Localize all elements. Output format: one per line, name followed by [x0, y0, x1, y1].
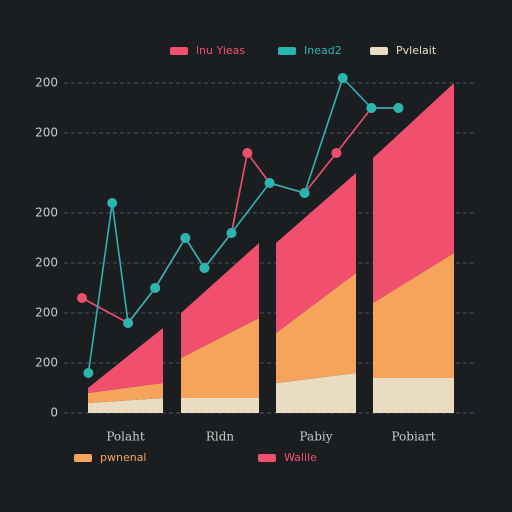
area-segment	[373, 253, 454, 378]
legend-label: Pvlelait	[396, 44, 437, 57]
area-segment	[88, 328, 163, 393]
y-tick-label: 200	[35, 356, 58, 370]
point	[150, 283, 161, 293]
area-segment	[88, 383, 163, 403]
y-tick-label: 200	[35, 76, 58, 90]
legend-swatch	[258, 454, 276, 462]
legend-swatch	[170, 47, 188, 55]
x-tick-label: Pabiy	[300, 430, 333, 444]
area-segment	[276, 173, 356, 333]
legend-swatch	[278, 47, 296, 55]
point	[83, 368, 94, 378]
point	[199, 263, 210, 273]
y-tick-label: 0	[50, 406, 58, 420]
x-tick-label: Pobiart	[391, 430, 435, 444]
x-tick-label: Rldn	[206, 430, 235, 444]
x-tick-label: Polaht	[106, 430, 145, 444]
point	[107, 198, 118, 208]
area-segment	[373, 83, 454, 303]
area-segment	[181, 398, 259, 413]
legend-label: lnu Yieas	[196, 44, 245, 57]
area-segment	[276, 373, 356, 413]
point	[337, 73, 348, 83]
legend-swatch	[74, 454, 92, 462]
legend-swatch	[370, 47, 388, 55]
area-segment	[181, 318, 259, 398]
point	[123, 318, 134, 328]
y-tick-label: 200	[35, 126, 58, 140]
line	[87, 76, 399, 374]
point	[299, 188, 310, 198]
y-tick-label: 200	[35, 306, 58, 320]
point	[180, 233, 191, 243]
point	[331, 148, 342, 158]
point	[393, 103, 404, 113]
point	[264, 178, 275, 188]
point	[366, 103, 377, 113]
legend-label: Walile	[284, 451, 317, 464]
y-tick-label: 200	[35, 256, 58, 270]
area-segment	[373, 378, 454, 413]
point	[77, 293, 87, 303]
area-segment	[276, 273, 356, 383]
point	[242, 148, 253, 158]
y-tick-label: 200	[35, 206, 58, 220]
point	[226, 228, 237, 238]
legend-label: pwnenal	[100, 451, 147, 464]
area-segment	[181, 243, 259, 358]
legend-label: Inead2	[304, 44, 342, 57]
